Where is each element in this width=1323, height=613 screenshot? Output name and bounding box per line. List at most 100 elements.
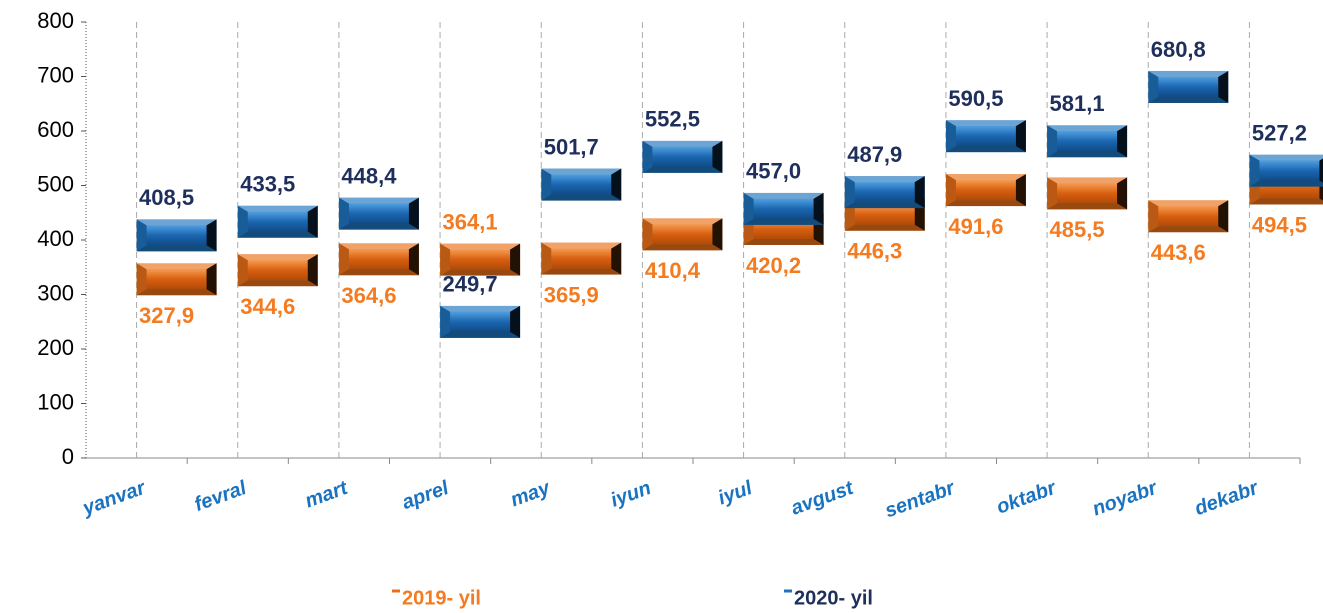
value-label: 491,6: [948, 214, 1003, 239]
marker-bevel: [1047, 203, 1128, 210]
x-tick-label: avgust: [788, 477, 857, 520]
marker-bevel: [1249, 154, 1260, 187]
marker-bevel: [541, 168, 552, 201]
marker-bevel: [338, 243, 419, 250]
marker-face: [146, 225, 207, 246]
marker: [237, 205, 318, 238]
legend-label: 2020- yil: [794, 587, 873, 609]
marker-bevel: [510, 243, 521, 276]
y-tick-label: 300: [37, 280, 74, 305]
marker: [541, 168, 622, 201]
value-label: 410,4: [645, 258, 701, 283]
marker-bevel: [408, 197, 419, 230]
marker-bevel: [1249, 180, 1323, 187]
marker-bevel: [611, 242, 622, 275]
marker-bevel: [844, 176, 855, 209]
marker-face: [652, 224, 713, 245]
x-tick-label: oktabr: [994, 477, 1060, 519]
marker-bevel: [642, 244, 723, 251]
x-tick-label: fevral: [192, 477, 250, 516]
marker-bevel: [136, 289, 217, 296]
marker: [1249, 154, 1323, 187]
marker: [945, 174, 1026, 207]
marker-face: [551, 174, 612, 195]
marker-bevel: [743, 192, 824, 199]
value-label: 446,3: [847, 239, 902, 264]
marker: [440, 243, 521, 276]
marker-bevel: [440, 243, 451, 276]
y-tick-label: 500: [37, 171, 74, 196]
marker-bevel: [611, 168, 622, 201]
marker-bevel: [408, 243, 419, 276]
marker-bevel: [1148, 200, 1229, 207]
marker-bevel: [307, 205, 318, 238]
x-tick-label: iyun: [608, 477, 654, 512]
marker-bevel: [510, 305, 521, 338]
value-label: 327,9: [139, 303, 194, 328]
marker-bevel: [945, 200, 1026, 207]
marker-bevel: [136, 263, 147, 296]
marker: [642, 218, 723, 251]
legend-label: 2019- yil: [402, 587, 481, 609]
x-tick-label: noyabr: [1090, 477, 1161, 521]
marker-bevel: [743, 218, 824, 225]
marker: [440, 305, 521, 338]
marker-bevel: [440, 305, 521, 312]
marker-bevel: [642, 218, 723, 225]
x-tick-label: mart: [302, 477, 352, 513]
value-label: 590,5: [948, 86, 1003, 111]
value-label: 487,9: [847, 142, 902, 167]
marker-bevel: [642, 140, 653, 173]
value-label: 433,5: [240, 172, 295, 197]
marker-face: [450, 249, 511, 270]
marker-bevel: [642, 166, 723, 173]
marker-bevel: [945, 174, 956, 207]
value-label: 501,7: [544, 134, 599, 159]
value-label: 448,4: [341, 163, 397, 188]
value-label: 527,2: [1252, 120, 1307, 145]
x-tick-label: may: [508, 477, 554, 512]
marker-face: [652, 146, 713, 167]
marker-bevel: [1249, 198, 1323, 205]
marker: [1047, 125, 1128, 158]
marker: [743, 192, 824, 225]
x-tick-label: yanvar: [79, 477, 149, 520]
marker-bevel: [1218, 200, 1229, 233]
y-tick-label: 600: [37, 117, 74, 142]
marker-bevel: [1148, 96, 1229, 103]
marker: [945, 120, 1026, 153]
marker-bevel: [1047, 151, 1128, 158]
marker-bevel: [945, 146, 1026, 153]
marker-bevel: [743, 238, 824, 245]
marker-bevel: [338, 223, 419, 230]
marker-bevel: [844, 224, 925, 231]
marker-bevel: [237, 205, 318, 212]
marker: [338, 243, 419, 276]
marker-face: [955, 126, 1016, 147]
marker-bevel: [237, 254, 318, 261]
value-label: 408,5: [139, 185, 194, 210]
marker-bevel: [1117, 125, 1128, 158]
marker: [1148, 200, 1229, 233]
marker-bevel: [338, 197, 349, 230]
marker-face: [450, 311, 511, 332]
value-label: 249,7: [443, 272, 498, 297]
marker: [541, 242, 622, 275]
marker-bevel: [1148, 200, 1159, 233]
marker-bevel: [136, 219, 217, 226]
marker-bevel: [237, 205, 248, 238]
marker-bevel: [1319, 158, 1323, 183]
marker-bevel: [1249, 154, 1323, 161]
x-tick-label: aprel: [399, 477, 452, 514]
marker-face: [247, 260, 308, 281]
marker-bevel: [642, 140, 723, 147]
marker-bevel: [642, 218, 653, 251]
y-tick-label: 800: [37, 8, 74, 33]
marker-face: [348, 249, 409, 270]
marker: [1047, 177, 1128, 210]
marker-bevel: [1148, 70, 1159, 103]
marker-bevel: [945, 120, 956, 153]
marker-bevel: [541, 168, 622, 175]
x-tick-label: iyul: [715, 477, 755, 510]
value-label: 485,5: [1050, 217, 1105, 242]
